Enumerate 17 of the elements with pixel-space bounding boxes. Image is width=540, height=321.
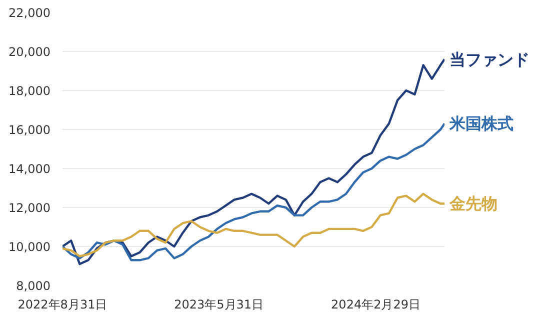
line-series [62,122,444,262]
y-tick-label: 14,000 [8,162,51,176]
y-tick-label: 22,000 [8,6,51,20]
series-label: 金先物 [448,194,498,214]
line-series [62,58,444,266]
x-tick-label: 2023年5月31日 [174,298,264,312]
y-tick-label: 18,000 [8,84,51,98]
x-tick-label: 2022年8月31日 [18,298,108,312]
series-label: 米国株式 [448,114,514,134]
y-tick-label: 12,000 [8,201,51,215]
line-series [62,192,444,258]
y-tick-label: 8,000 [16,279,51,293]
y-tick-label: 20,000 [8,45,51,59]
x-tick-label: 2024年2月29日 [331,298,421,312]
y-tick-label: 16,000 [8,123,51,137]
series-label: 当ファンド [450,50,530,69]
y-tick-label: 10,000 [8,240,51,254]
